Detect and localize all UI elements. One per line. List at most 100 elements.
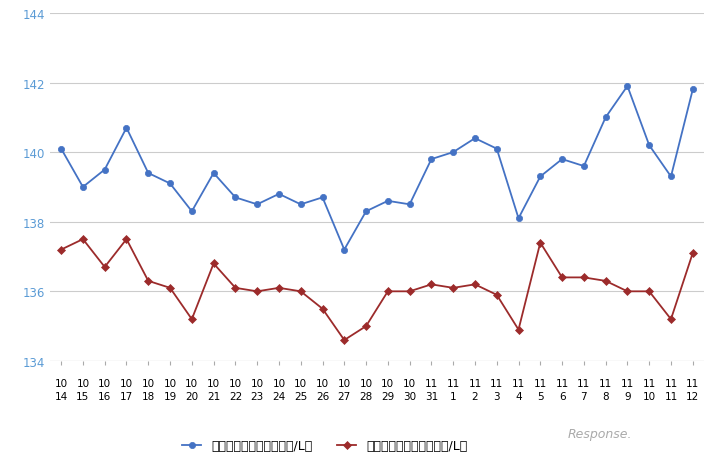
レギュラー実売価格（円/L） xyxy=(449,285,457,291)
Text: 4: 4 xyxy=(516,392,522,401)
レギュラー看板価格（円/L） xyxy=(383,199,392,204)
Text: 20: 20 xyxy=(185,392,198,401)
Text: 10: 10 xyxy=(207,378,220,388)
Text: 3: 3 xyxy=(493,392,500,401)
レギュラー実売価格（円/L） xyxy=(405,289,414,294)
Text: 10: 10 xyxy=(141,378,155,388)
Text: 10: 10 xyxy=(360,378,373,388)
Text: 10: 10 xyxy=(251,378,264,388)
レギュラー実売価格（円/L） xyxy=(79,237,88,242)
レギュラー実売価格（円/L） xyxy=(514,327,523,332)
レギュラー実売価格（円/L） xyxy=(427,282,436,288)
Text: 24: 24 xyxy=(272,392,286,401)
Text: 16: 16 xyxy=(98,392,111,401)
Text: 10: 10 xyxy=(316,378,329,388)
Text: 10: 10 xyxy=(272,378,286,388)
Line: レギュラー実売価格（円/L）: レギュラー実売価格（円/L） xyxy=(58,237,696,343)
Text: Response.: Response. xyxy=(567,427,632,440)
レギュラー実売価格（円/L） xyxy=(318,306,327,312)
Text: 25: 25 xyxy=(294,392,307,401)
レギュラー実売価格（円/L） xyxy=(558,275,567,281)
レギュラー看板価格（円/L） xyxy=(405,202,414,207)
Text: 14: 14 xyxy=(55,392,67,401)
Text: 9: 9 xyxy=(624,392,630,401)
Text: 11: 11 xyxy=(468,378,482,388)
Text: 10: 10 xyxy=(643,392,656,401)
Text: 11: 11 xyxy=(512,378,525,388)
レギュラー看板価格（円/L） xyxy=(493,146,501,152)
レギュラー看板価格（円/L） xyxy=(275,192,284,197)
レギュラー実売価格（円/L） xyxy=(579,275,588,281)
Text: 17: 17 xyxy=(120,392,133,401)
Text: 27: 27 xyxy=(337,392,351,401)
レギュラー実売価格（円/L） xyxy=(187,317,196,322)
Text: 10: 10 xyxy=(337,378,351,388)
レギュラー実売価格（円/L） xyxy=(253,289,261,294)
Text: 29: 29 xyxy=(381,392,394,401)
レギュラー看板価格（円/L） xyxy=(144,171,152,176)
Text: 11: 11 xyxy=(664,392,678,401)
レギュラー実売価格（円/L） xyxy=(666,317,675,322)
レギュラー実売価格（円/L） xyxy=(645,289,653,294)
Text: 11: 11 xyxy=(533,378,547,388)
Text: 10: 10 xyxy=(164,378,177,388)
レギュラー看板価格（円/L） xyxy=(340,247,349,253)
レギュラー看板価格（円/L） xyxy=(231,195,240,200)
レギュラー実売価格（円/L） xyxy=(166,285,174,291)
Text: 10: 10 xyxy=(403,378,416,388)
レギュラー看板価格（円/L） xyxy=(187,209,196,214)
Text: 10: 10 xyxy=(98,378,111,388)
レギュラー看板価格（円/L） xyxy=(471,136,480,142)
レギュラー看板価格（円/L） xyxy=(558,157,567,163)
Text: 10: 10 xyxy=(381,378,394,388)
レギュラー看板価格（円/L） xyxy=(602,115,610,121)
Text: 2: 2 xyxy=(472,392,478,401)
Text: 11: 11 xyxy=(447,378,460,388)
レギュラー看板価格（円/L） xyxy=(122,126,131,131)
レギュラー看板価格（円/L） xyxy=(689,88,697,93)
レギュラー看板価格（円/L） xyxy=(427,157,436,163)
レギュラー看板価格（円/L） xyxy=(579,164,588,169)
Text: 12: 12 xyxy=(686,392,699,401)
Text: 23: 23 xyxy=(251,392,264,401)
Text: 11: 11 xyxy=(643,378,656,388)
Text: 10: 10 xyxy=(229,378,242,388)
レギュラー実売価格（円/L） xyxy=(297,289,305,294)
レギュラー看板価格（円/L） xyxy=(166,181,174,187)
Text: 8: 8 xyxy=(602,392,609,401)
レギュラー実売価格（円/L） xyxy=(536,240,544,246)
レギュラー看板価格（円/L） xyxy=(362,209,370,214)
Text: 15: 15 xyxy=(76,392,90,401)
レギュラー実売価格（円/L） xyxy=(144,278,152,284)
Text: 11: 11 xyxy=(425,378,438,388)
Line: レギュラー看板価格（円/L）: レギュラー看板価格（円/L） xyxy=(58,84,696,253)
Text: 22: 22 xyxy=(229,392,242,401)
Legend: レギュラー看板価格（円/L）, レギュラー実売価格（円/L）: レギュラー看板価格（円/L）, レギュラー実売価格（円/L） xyxy=(182,439,467,452)
レギュラー実売価格（円/L） xyxy=(340,338,349,343)
レギュラー実売価格（円/L） xyxy=(493,292,501,298)
レギュラー実売価格（円/L） xyxy=(122,237,131,242)
Text: 26: 26 xyxy=(316,392,329,401)
レギュラー看板価格（円/L） xyxy=(645,143,653,149)
Text: 11: 11 xyxy=(577,378,590,388)
レギュラー看板価格（円/L） xyxy=(514,216,523,221)
Text: 10: 10 xyxy=(294,378,307,388)
Text: 11: 11 xyxy=(621,378,634,388)
レギュラー看板価格（円/L） xyxy=(666,174,675,180)
Text: 11: 11 xyxy=(686,378,699,388)
レギュラー看板価格（円/L） xyxy=(449,150,457,156)
Text: 10: 10 xyxy=(120,378,133,388)
レギュラー実売価格（円/L） xyxy=(101,265,109,270)
レギュラー実売価格（円/L） xyxy=(471,282,480,288)
レギュラー看板価格（円/L） xyxy=(623,84,632,89)
Text: 11: 11 xyxy=(664,378,678,388)
Text: 19: 19 xyxy=(164,392,177,401)
レギュラー看板価格（円/L） xyxy=(210,171,218,176)
レギュラー実売価格（円/L） xyxy=(210,261,218,267)
レギュラー実売価格（円/L） xyxy=(602,278,610,284)
レギュラー看板価格（円/L） xyxy=(79,185,88,190)
Text: 10: 10 xyxy=(185,378,198,388)
Text: 11: 11 xyxy=(490,378,503,388)
Text: 11: 11 xyxy=(599,378,612,388)
レギュラー看板価格（円/L） xyxy=(318,195,327,200)
